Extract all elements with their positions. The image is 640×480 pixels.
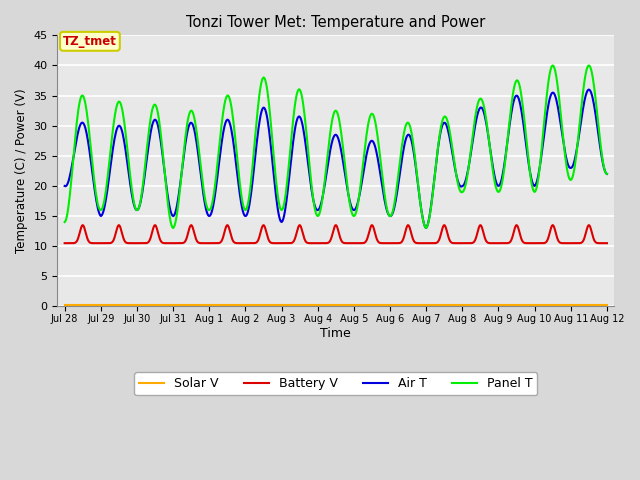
- Battery V: [182, 237, 190, 242]
- Solar V: [402, 302, 410, 308]
- Air T: [417, 208, 425, 214]
- Battery V: [403, 226, 410, 231]
- Air T: [70, 148, 78, 154]
- Battery V: [70, 240, 78, 246]
- Panel T: [127, 173, 134, 179]
- Air T: [182, 141, 189, 147]
- Battery V: [79, 222, 86, 228]
- Solar V: [603, 302, 611, 308]
- Air T: [402, 137, 410, 143]
- Panel T: [211, 185, 219, 191]
- Panel T: [603, 171, 611, 177]
- Battery V: [603, 240, 611, 246]
- Battery V: [419, 240, 426, 246]
- Air T: [127, 181, 134, 187]
- Solar V: [182, 302, 189, 308]
- Air T: [585, 87, 593, 93]
- Panel T: [182, 129, 190, 135]
- Line: Battery V: Battery V: [65, 225, 607, 243]
- Solar V: [417, 302, 425, 308]
- Title: Tonzi Tower Met: Temperature and Power: Tonzi Tower Met: Temperature and Power: [186, 15, 485, 30]
- Panel T: [170, 225, 177, 231]
- Text: TZ_tmet: TZ_tmet: [63, 35, 117, 48]
- Line: Air T: Air T: [65, 90, 607, 228]
- Solar V: [70, 302, 78, 308]
- X-axis label: Time: Time: [321, 327, 351, 340]
- Y-axis label: Temperature (C) / Power (V): Temperature (C) / Power (V): [15, 89, 28, 253]
- Solar V: [127, 302, 134, 308]
- Air T: [61, 183, 68, 189]
- Panel T: [70, 143, 78, 149]
- Panel T: [61, 219, 68, 225]
- Air T: [422, 225, 430, 231]
- Panel T: [419, 213, 426, 218]
- Battery V: [61, 240, 68, 246]
- Panel T: [585, 62, 593, 68]
- Legend: Solar V, Battery V, Air T, Panel T: Solar V, Battery V, Air T, Panel T: [134, 372, 537, 396]
- Battery V: [211, 240, 219, 246]
- Panel T: [403, 121, 410, 127]
- Air T: [210, 199, 218, 204]
- Line: Panel T: Panel T: [65, 65, 607, 228]
- Battery V: [127, 240, 135, 246]
- Solar V: [61, 302, 68, 308]
- Air T: [603, 171, 611, 177]
- Solar V: [210, 302, 218, 308]
